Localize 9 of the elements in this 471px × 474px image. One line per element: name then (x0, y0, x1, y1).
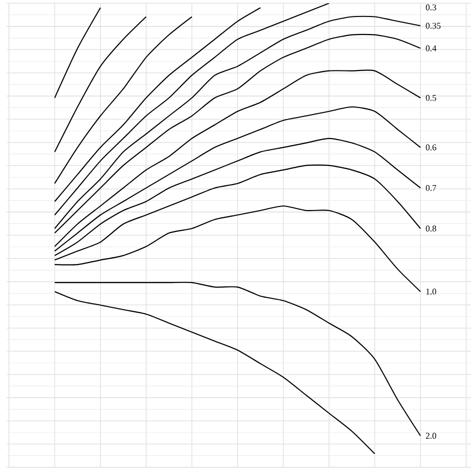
series-label: 1.0 (426, 288, 436, 295)
series-label: 0.5 (426, 94, 436, 101)
series-label: 0.7 (426, 184, 436, 191)
series-label: 2.0 (426, 432, 436, 439)
series-label: 0.8 (426, 226, 436, 232)
text: 0.3 (426, 4, 436, 10)
series-label: 0.4 (426, 45, 436, 52)
series-label: 0.35 (426, 22, 440, 29)
series-label: 0.6 (426, 144, 436, 150)
